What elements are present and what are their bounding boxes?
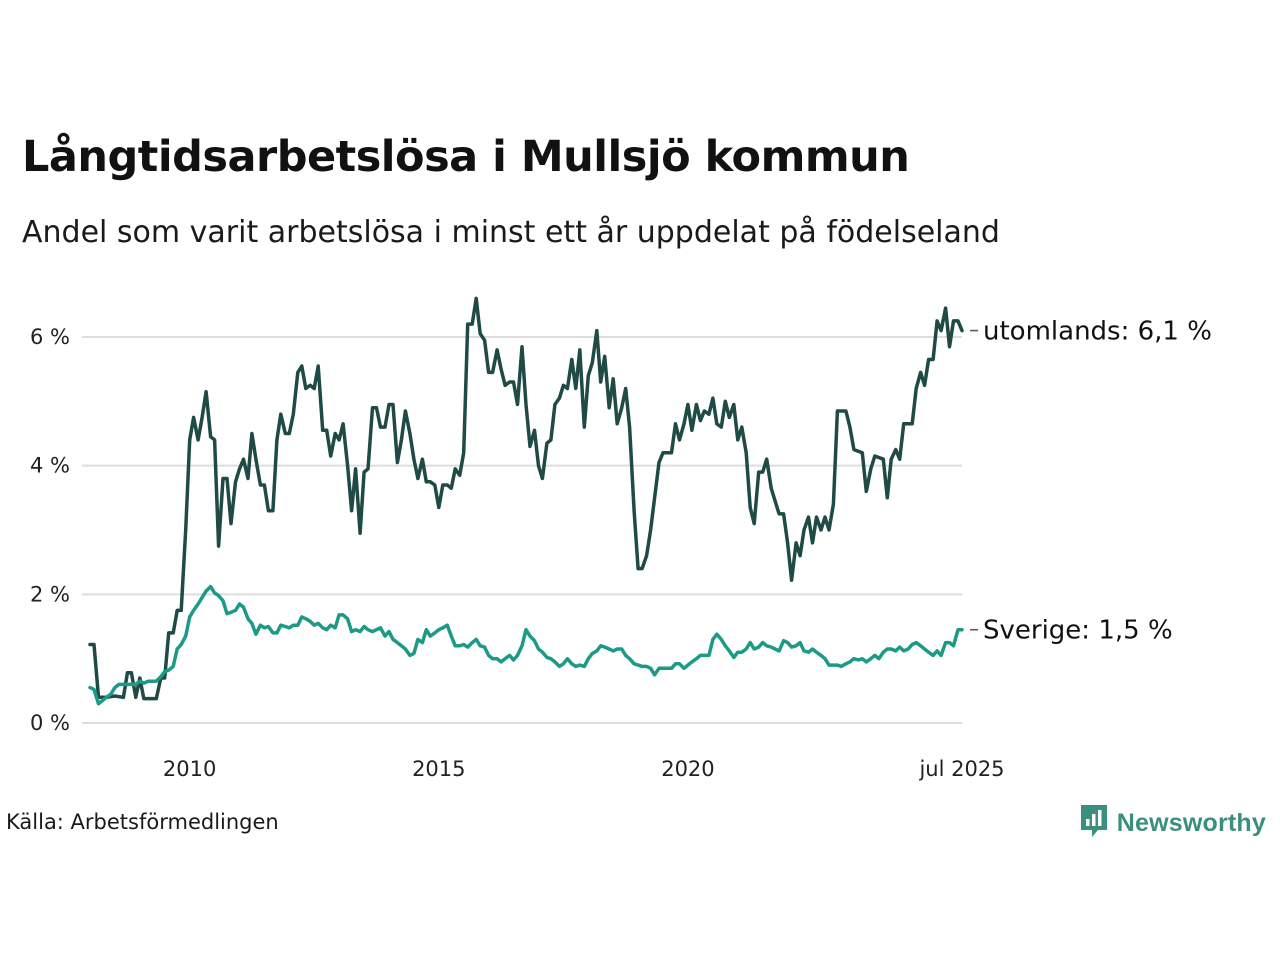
bar-chart-logo-icon bbox=[1079, 803, 1109, 843]
x-axis-ticks: 2010 2015 2020 jul 2025 bbox=[163, 757, 1005, 781]
y-axis-ticks: 0 % 2 % 4 % 6 % bbox=[30, 325, 70, 735]
gridlines bbox=[82, 336, 962, 724]
source-note: Källa: Arbetsförmedlingen bbox=[6, 810, 279, 834]
end-label-sverige: Sverige: 1,5 % bbox=[983, 616, 1173, 646]
series-line-sverige bbox=[88, 584, 964, 706]
x-tick-label: 2020 bbox=[661, 757, 714, 781]
y-tick-label: 2 % bbox=[30, 582, 70, 606]
y-tick-label: 4 % bbox=[30, 454, 70, 478]
series-lines bbox=[88, 296, 964, 706]
x-tick-label: 2015 bbox=[412, 757, 465, 781]
series-line-utomlands bbox=[88, 296, 964, 701]
y-tick-label: 6 % bbox=[30, 325, 70, 349]
line-chart: 0 % 2 % 4 % 6 % 2010 2015 2020 jul 2025 utomla… bbox=[30, 296, 1212, 781]
x-tick-label: jul 2025 bbox=[918, 757, 1004, 781]
end-label-utomlands: utomlands: 6,1 % bbox=[983, 317, 1212, 347]
series-end-labels: utomlands: 6,1 % Sverige: 1,5 % bbox=[970, 317, 1212, 646]
brand-logo: Newsworthy bbox=[1079, 803, 1266, 843]
brand-name: Newsworthy bbox=[1116, 808, 1266, 837]
chart-title: Långtidsarbetslösa i Mullsjö kommun bbox=[22, 132, 910, 182]
chart-subtitle: Andel som varit arbetslösa i minst ett å… bbox=[22, 215, 1000, 250]
x-tick-label: 2010 bbox=[163, 757, 216, 781]
y-tick-label: 0 % bbox=[30, 711, 70, 735]
